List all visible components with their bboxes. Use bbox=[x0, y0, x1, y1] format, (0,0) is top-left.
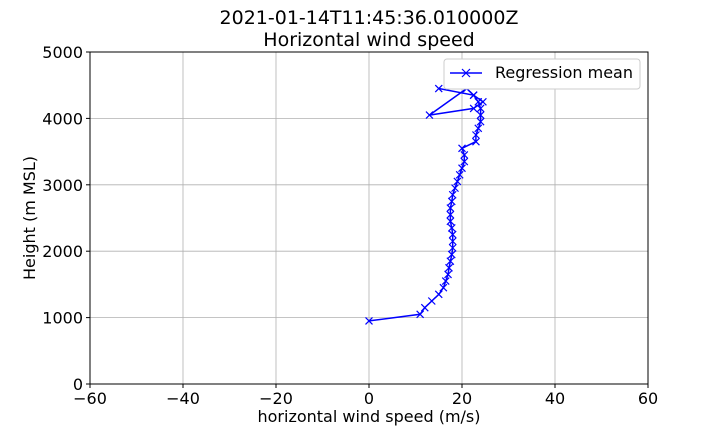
data-point-marker bbox=[446, 217, 455, 226]
data-point-marker bbox=[416, 310, 425, 319]
x-tick-label: −20 bbox=[259, 389, 293, 408]
y-tick-label: 0 bbox=[73, 375, 83, 394]
data-point-marker bbox=[439, 283, 448, 292]
data-point-marker bbox=[446, 204, 455, 212]
data-point-marker bbox=[460, 150, 469, 159]
data-point-marker bbox=[445, 263, 453, 272]
x-tick-label: 60 bbox=[638, 389, 658, 408]
legend-label: Regression mean bbox=[495, 63, 633, 82]
y-axis-label: Height (m MSL) bbox=[20, 156, 39, 280]
data-point-marker bbox=[448, 190, 457, 199]
legend: Regression mean bbox=[443, 58, 641, 90]
axis-ticks: −60 −40 −20 0 20 40 60 0 1000 2000 3000 4000 5000 bbox=[42, 43, 658, 408]
chart-subtitle: Horizontal wind speed bbox=[263, 29, 474, 51]
data-point-marker bbox=[469, 104, 478, 113]
data-point-marker bbox=[444, 270, 452, 279]
data-point-marker bbox=[455, 170, 464, 179]
data-point-marker bbox=[434, 84, 443, 93]
y-tick-label: 2000 bbox=[42, 242, 83, 261]
y-tick-label: 4000 bbox=[42, 109, 83, 128]
x-tick-label: 40 bbox=[545, 389, 565, 408]
data-point-marker bbox=[474, 124, 483, 133]
data-point-marker bbox=[448, 237, 457, 246]
data-point-marker bbox=[453, 177, 462, 186]
chart-title: 2021-01-14T11:45:36.010000Z bbox=[220, 7, 519, 29]
y-tick-label: 5000 bbox=[42, 43, 83, 62]
data-point-marker bbox=[441, 277, 450, 286]
data-point-marker bbox=[458, 164, 466, 173]
data-point-marker bbox=[472, 137, 480, 146]
data-point-marker bbox=[476, 111, 485, 120]
data-point-marker bbox=[446, 257, 455, 266]
data-point-marker bbox=[425, 111, 434, 120]
data-point-marker bbox=[447, 250, 456, 259]
data-point-marker bbox=[446, 210, 455, 219]
x-tick-label: −40 bbox=[166, 389, 200, 408]
data-point-marker bbox=[448, 230, 457, 239]
data-point-marker bbox=[476, 117, 485, 126]
data-point-marker bbox=[448, 243, 457, 252]
data-point-marker bbox=[460, 157, 469, 166]
series-group bbox=[365, 84, 487, 325]
x-tick-label: −60 bbox=[73, 389, 107, 408]
data-point-marker bbox=[447, 224, 456, 232]
data-point-marker bbox=[479, 97, 487, 106]
legend-box bbox=[443, 58, 641, 90]
data-point-marker bbox=[458, 144, 466, 153]
y-tick-label: 1000 bbox=[42, 309, 83, 328]
x-tick-label: 0 bbox=[364, 389, 374, 408]
x-tick-label: 20 bbox=[452, 389, 472, 408]
data-point-marker bbox=[451, 184, 459, 193]
data-point-marker bbox=[472, 131, 480, 139]
data-point-marker bbox=[427, 297, 436, 305]
legend-x-marker bbox=[461, 68, 471, 78]
data-point-marker bbox=[420, 303, 429, 312]
data-point-marker bbox=[365, 316, 373, 325]
data-point-marker bbox=[476, 104, 485, 113]
x-axis-label: horizontal wind speed (m/s) bbox=[257, 407, 480, 426]
data-point-marker bbox=[447, 197, 456, 206]
y-tick-label: 3000 bbox=[42, 176, 83, 195]
data-point-marker bbox=[469, 91, 478, 100]
data-point-marker bbox=[434, 290, 443, 299]
